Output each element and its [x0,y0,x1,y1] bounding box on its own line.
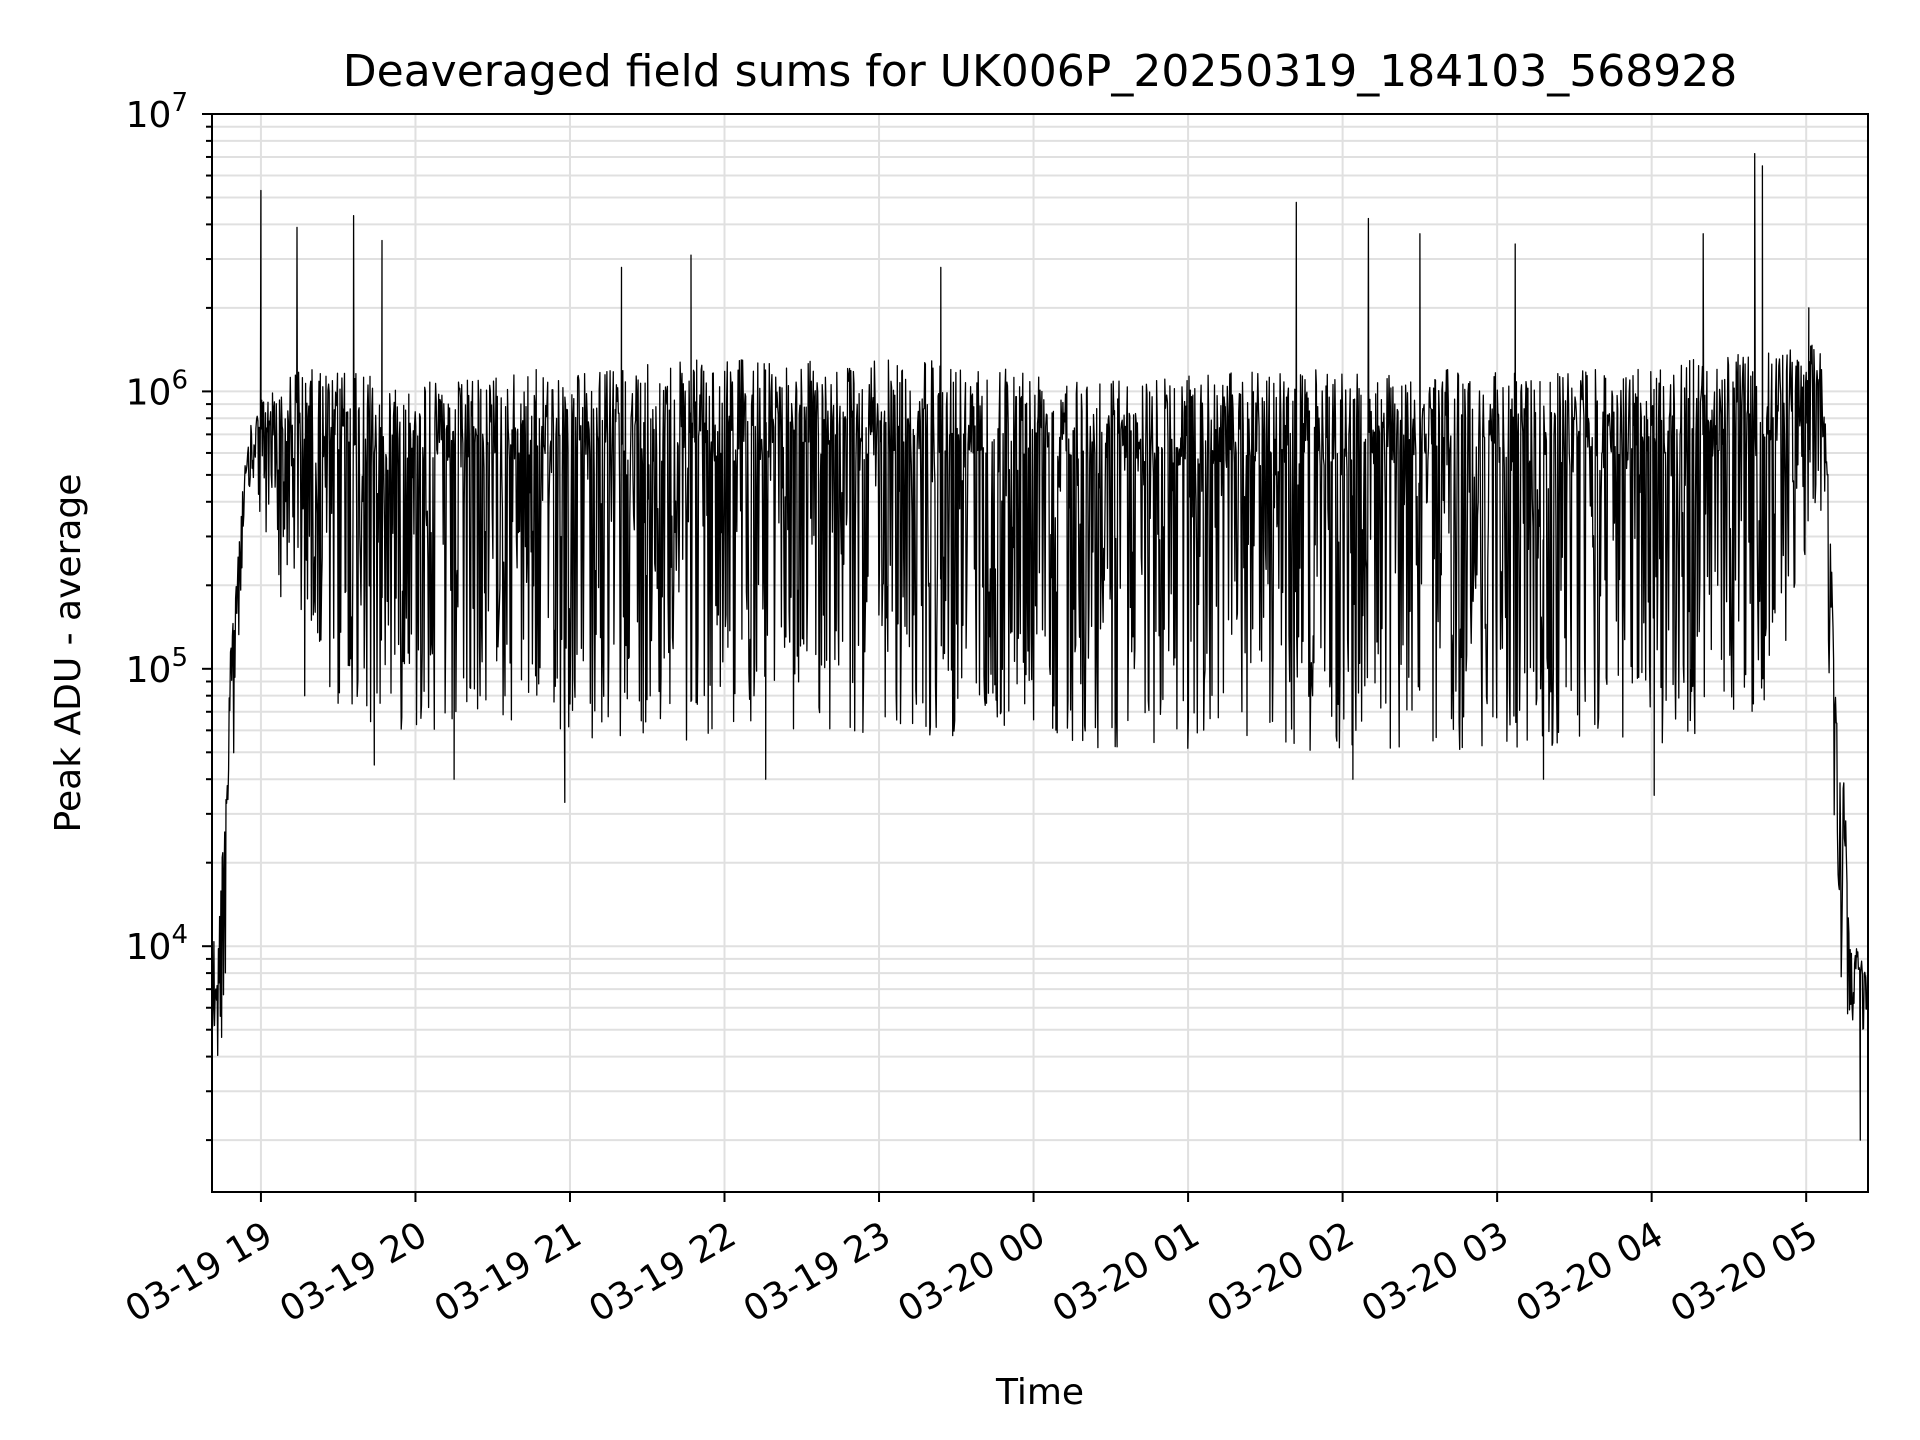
y-axis-label: Peak ADU - average [48,474,89,833]
series-line [212,152,1868,1141]
y-tick-label: 107 [126,88,188,136]
y-tick-label: 104 [126,920,188,968]
series-path [212,152,1868,1141]
plot-frame [211,113,1869,1193]
y-axis: 104 105 106 107 [126,88,212,1142]
x-axis-label: Time [995,1372,1084,1413]
y-tick-label: 106 [126,365,188,413]
y-tick-label: 105 [126,643,188,691]
chart-title: Deaveraged field sums for UK006P_2025031… [343,46,1737,97]
